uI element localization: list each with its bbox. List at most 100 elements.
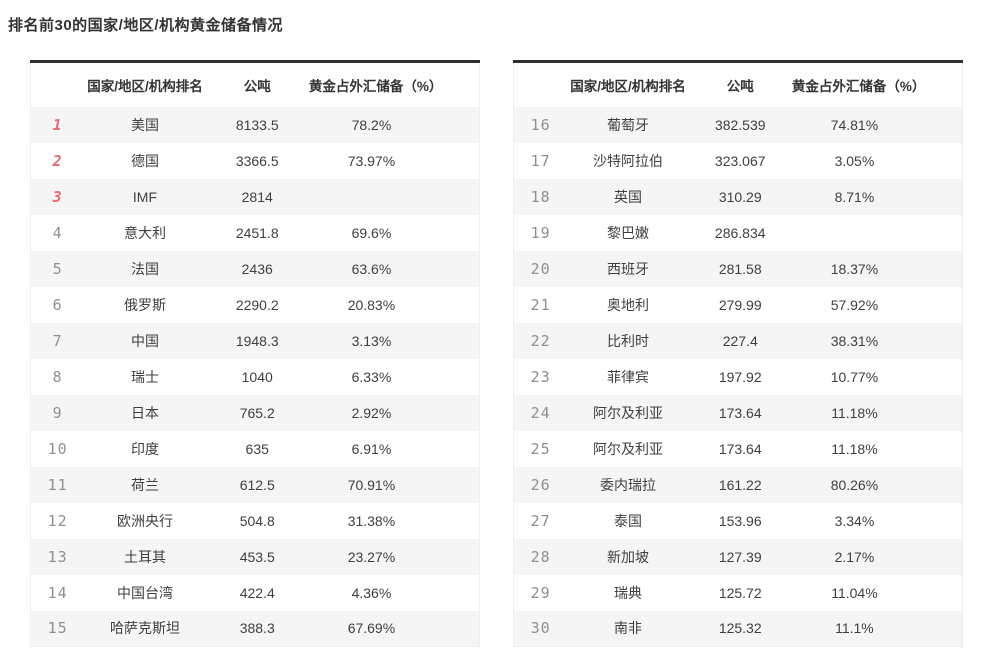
cell-rank: 8 <box>52 367 63 386</box>
cell-tons: 173.64 <box>718 440 762 457</box>
table-row: 22 比利时 227.4 38.31% <box>513 322 963 359</box>
cell-rank: 17 <box>530 151 551 170</box>
cell-rank: 21 <box>530 295 551 314</box>
cell-pct: 3.13% <box>351 332 392 349</box>
cell-rank: 11 <box>47 475 68 494</box>
cell-tons: 173.64 <box>718 404 762 421</box>
cell-rank: 2 <box>52 151 63 170</box>
cell-rank: 14 <box>47 583 68 602</box>
rank-column-header <box>513 61 568 107</box>
cell-pct: 4.36% <box>351 584 392 601</box>
cell-tons: 310.29 <box>718 188 762 205</box>
cell-name: 阿尔及利亚 <box>592 440 663 457</box>
cell-rank: 3 <box>52 187 63 206</box>
table-row: 17 沙特阿拉伯 323.067 3.05% <box>513 142 963 179</box>
cell-tons: 8133.5 <box>235 116 279 133</box>
cell-rank: 9 <box>52 403 63 422</box>
table-header: 国家/地区/机构排名 公吨 黄金占外汇储备（%） <box>513 61 963 107</box>
cell-rank: 10 <box>47 439 68 458</box>
table-row: 23 菲律宾 197.92 10.77% <box>513 358 963 395</box>
cell-name: 法国 <box>130 260 159 277</box>
cell-rank: 28 <box>530 547 551 566</box>
cell-tons: 2814 <box>241 188 273 205</box>
cell-tons: 197.92 <box>718 368 762 385</box>
cell-pct: 3.05% <box>834 152 875 169</box>
cell-pct: 8.71% <box>834 188 875 205</box>
table-row: 26 委内瑞拉 161.22 80.26% <box>513 466 963 503</box>
table-row: 4 意大利 2451.8 69.6% <box>30 214 480 251</box>
table-row: 20 西班牙 281.58 18.37% <box>513 250 963 287</box>
cell-name: 美国 <box>130 116 159 133</box>
cell-name: 荷兰 <box>130 476 159 493</box>
cell-name: 土耳其 <box>123 548 166 565</box>
header-row: 国家/地区/机构排名 公吨 黄金占外汇储备（%） <box>513 61 963 107</box>
cell-tons: 127.39 <box>718 548 762 565</box>
cell-rank: 4 <box>52 223 63 242</box>
cell-pct: 57.92% <box>830 296 879 313</box>
cell-tons: 612.5 <box>239 476 275 493</box>
table-row: 16 葡萄牙 382.539 74.81% <box>513 106 963 143</box>
table-row: 19 黎巴嫩 286.834 <box>513 214 963 251</box>
table-row: 2 德国 3366.5 73.97% <box>30 142 480 179</box>
cell-name: 印度 <box>130 440 159 457</box>
table-body: 16 葡萄牙 382.539 74.81% 17 沙特阿拉伯 323.067 3.05% 18 英… <box>513 106 963 647</box>
cell-rank: 19 <box>530 223 551 242</box>
table-row: 5 法国 2436 63.6% <box>30 250 480 287</box>
cell-name: 新加坡 <box>606 548 649 565</box>
pct-column-header: 黄金占外汇储备（%） <box>308 61 480 107</box>
gold-reserves-table-left: 国家/地区/机构排名 公吨 黄金占外汇储备（%） 1 美国 8133.5 78.2% 2… <box>30 60 480 647</box>
table-row: 6 俄罗斯 2290.2 20.83% <box>30 286 480 323</box>
header-row: 国家/地区/机构排名 公吨 黄金占外汇储备（%） <box>30 61 480 107</box>
cell-name: 英国 <box>613 188 642 205</box>
cell-pct: 2.17% <box>834 548 875 565</box>
table-row: 21 奥地利 279.99 57.92% <box>513 286 963 323</box>
table-row: 29 瑞典 125.72 11.04% <box>513 574 963 611</box>
cell-pct: 2.92% <box>351 404 392 421</box>
cell-pct: 11.18% <box>831 440 878 457</box>
cell-tons: 422.4 <box>239 584 275 601</box>
table-body: 1 美国 8133.5 78.2% 2 德国 3366.5 73.97% 3 IMF 2814 4 意大… <box>30 106 480 647</box>
table-row: 1 美国 8133.5 78.2% <box>30 106 480 143</box>
cell-name: 德国 <box>130 152 159 169</box>
cell-pct: 20.83% <box>347 296 396 313</box>
cell-name: IMF <box>132 188 158 205</box>
cell-pct: 6.91% <box>351 440 392 457</box>
cell-tons: 153.96 <box>718 512 762 529</box>
table-row: 13 土耳其 453.5 23.27% <box>30 538 480 575</box>
cell-rank: 6 <box>52 295 63 314</box>
cell-pct: 63.6% <box>351 260 392 277</box>
cell-rank: 12 <box>47 511 68 530</box>
cell-name: 委内瑞拉 <box>599 476 656 493</box>
cell-name: 哈萨克斯坦 <box>109 620 180 637</box>
cell-tons: 227.4 <box>722 332 758 349</box>
cell-rank: 13 <box>47 547 68 566</box>
pct-column-header: 黄金占外汇储备（%） <box>791 61 963 107</box>
cell-pct: 10.77% <box>830 368 879 385</box>
cell-tons: 2290.2 <box>235 296 279 313</box>
cell-tons: 3366.5 <box>235 152 279 169</box>
cell-rank: 26 <box>530 475 551 494</box>
tons-column-header: 公吨 <box>205 61 309 107</box>
cell-name: 沙特阿拉伯 <box>592 152 663 169</box>
name-column-header: 国家/地区/机构排名 <box>84 61 206 107</box>
cell-name: 瑞典 <box>613 584 642 601</box>
cell-rank: 25 <box>530 439 551 458</box>
cell-pct: 38.31% <box>830 332 879 349</box>
gold-reserves-table-right: 国家/地区/机构排名 公吨 黄金占外汇储备（%） 16 葡萄牙 382.539 74.… <box>513 60 963 647</box>
table-row: 24 阿尔及利亚 173.64 11.18% <box>513 394 963 431</box>
cell-name: 西班牙 <box>606 260 649 277</box>
cell-rank: 24 <box>530 403 551 422</box>
cell-pct: 3.34% <box>834 512 875 529</box>
cell-pct: 11.04% <box>831 584 878 601</box>
cell-tons: 279.99 <box>718 296 762 313</box>
cell-pct: 70.91% <box>347 476 396 493</box>
cell-name: 阿尔及利亚 <box>592 404 663 421</box>
name-column-header: 国家/地区/机构排名 <box>567 61 689 107</box>
cell-name: 意大利 <box>123 224 166 241</box>
cell-pct: 78.2% <box>351 116 392 133</box>
table-row: 25 阿尔及利亚 173.64 11.18% <box>513 430 963 467</box>
table-row: 3 IMF 2814 <box>30 178 480 215</box>
cell-name: 中国 <box>130 332 159 349</box>
cell-pct: 73.97% <box>347 152 396 169</box>
cell-rank: 22 <box>530 331 551 350</box>
